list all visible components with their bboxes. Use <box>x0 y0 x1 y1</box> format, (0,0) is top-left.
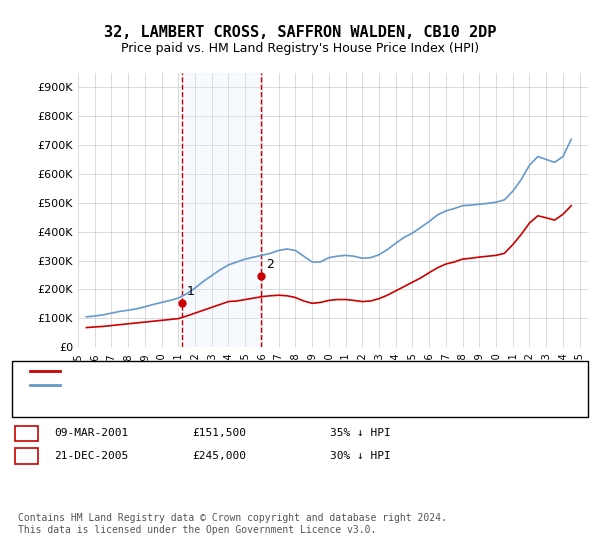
Text: 2: 2 <box>23 449 30 463</box>
Text: 2: 2 <box>266 258 274 271</box>
Text: Contains HM Land Registry data © Crown copyright and database right 2024.
This d: Contains HM Land Registry data © Crown c… <box>18 513 447 535</box>
Text: £245,000: £245,000 <box>192 451 246 461</box>
Text: Price paid vs. HM Land Registry's House Price Index (HPI): Price paid vs. HM Land Registry's House … <box>121 42 479 55</box>
Text: 09-MAR-2001: 09-MAR-2001 <box>54 428 128 438</box>
Text: 35% ↓ HPI: 35% ↓ HPI <box>330 428 391 438</box>
Text: 1: 1 <box>187 285 194 298</box>
Text: HPI: Average price, detached house, Uttlesford: HPI: Average price, detached house, Uttl… <box>72 380 383 390</box>
Text: 32, LAMBERT CROSS, SAFFRON WALDEN, CB10 2DP: 32, LAMBERT CROSS, SAFFRON WALDEN, CB10 … <box>104 25 496 40</box>
Text: 30% ↓ HPI: 30% ↓ HPI <box>330 451 391 461</box>
Text: 1: 1 <box>23 427 30 440</box>
Text: £151,500: £151,500 <box>192 428 246 438</box>
Text: 21-DEC-2005: 21-DEC-2005 <box>54 451 128 461</box>
Text: 32, LAMBERT CROSS, SAFFRON WALDEN, CB10 2DP (detached house): 32, LAMBERT CROSS, SAFFRON WALDEN, CB10 … <box>72 366 477 376</box>
Bar <box>182 73 262 347</box>
